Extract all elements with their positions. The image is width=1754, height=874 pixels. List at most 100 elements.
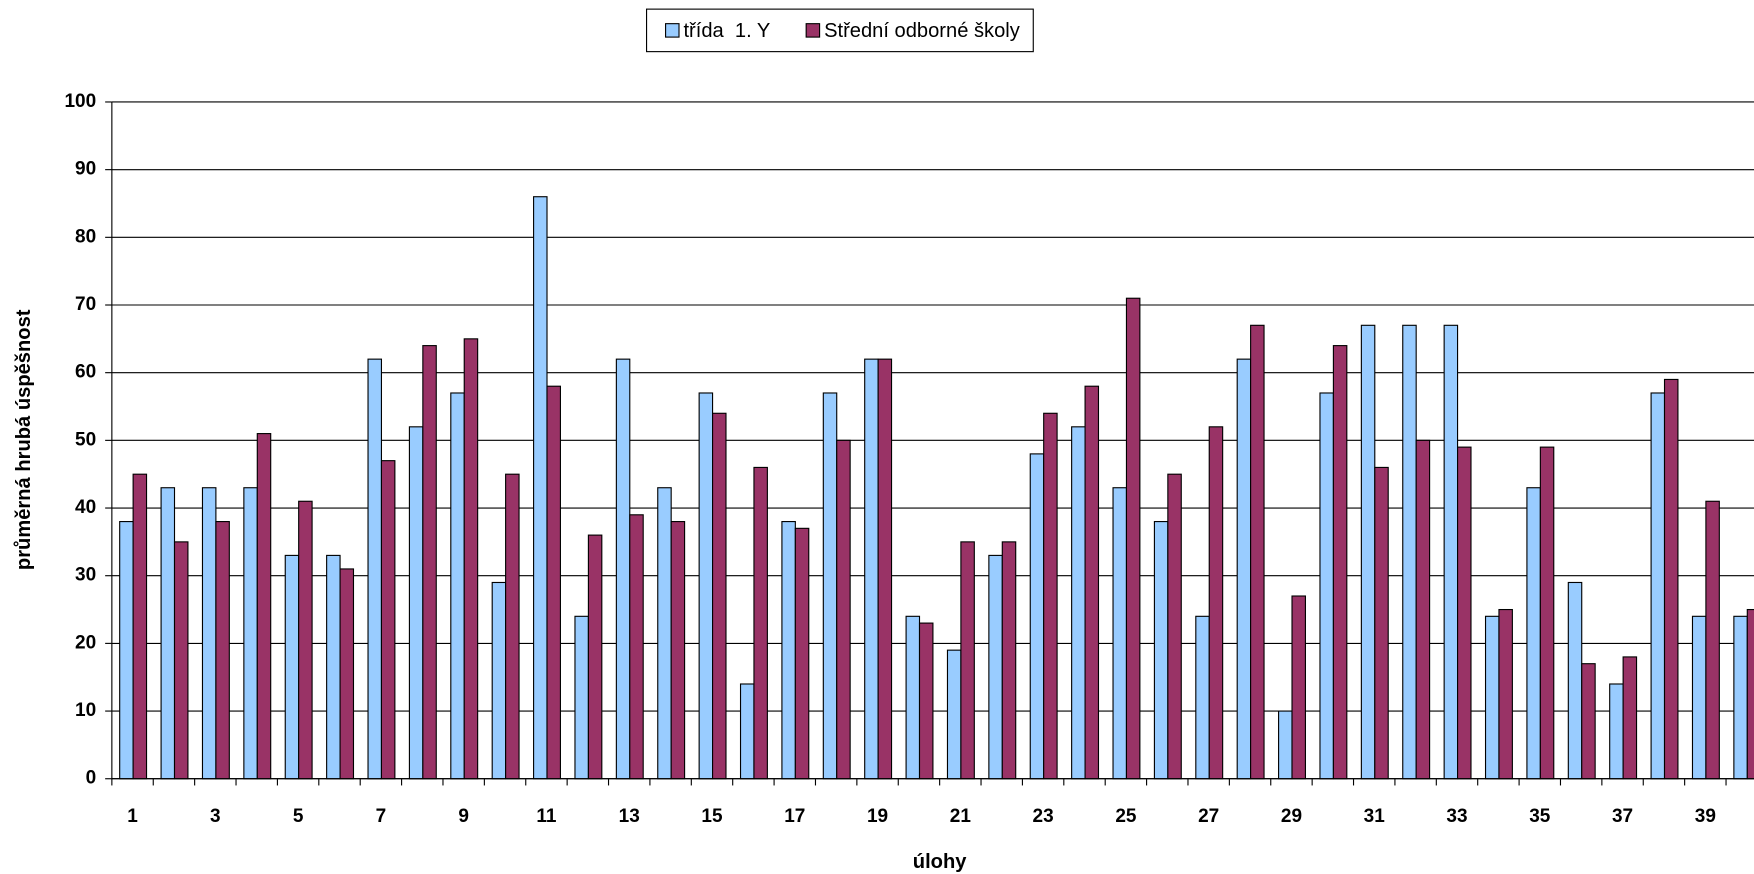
bar <box>629 514 644 780</box>
y-tick-label: 30 <box>75 565 96 586</box>
bar <box>1746 608 1754 780</box>
bar <box>1443 324 1459 780</box>
y-axis-title: průměrná hrubá úspěšnost <box>13 309 35 570</box>
bar <box>615 358 631 780</box>
y-tick-label: 80 <box>75 226 96 247</box>
x-tick-label: 3 <box>210 806 221 827</box>
bar <box>1567 581 1583 780</box>
bar <box>422 345 437 780</box>
legend-label: třída 1. Y <box>683 20 770 42</box>
x-tick-label: 5 <box>293 806 304 827</box>
bar <box>298 500 313 780</box>
bar <box>712 412 727 780</box>
bar <box>1029 453 1045 780</box>
bar <box>587 534 603 780</box>
bar <box>1125 297 1141 780</box>
bar <box>657 487 672 780</box>
bar <box>339 568 355 780</box>
bar <box>836 439 851 780</box>
bar <box>1402 324 1417 780</box>
x-tick-label: 23 <box>1033 806 1054 827</box>
x-tick-label: 1 <box>127 806 138 827</box>
bar <box>1705 500 1720 780</box>
bar <box>574 615 589 780</box>
legend-box <box>646 8 1034 53</box>
bar <box>1498 608 1513 780</box>
y-tick-label: 0 <box>86 768 97 789</box>
y-tick-label: 10 <box>75 700 96 721</box>
bar <box>1250 324 1265 780</box>
bar <box>173 541 189 780</box>
bar <box>215 521 230 780</box>
bar <box>864 358 879 780</box>
x-tick-label: 7 <box>376 806 387 827</box>
bar <box>380 460 396 780</box>
x-tick-label: 25 <box>1115 806 1137 827</box>
bar <box>1319 392 1334 780</box>
bar <box>326 554 341 780</box>
bar <box>1526 487 1541 780</box>
bar <box>256 433 272 780</box>
x-tick-label: 17 <box>784 806 805 827</box>
bar <box>284 554 300 780</box>
bar <box>201 487 217 780</box>
x-tick-label: 37 <box>1612 806 1633 827</box>
legend: třída 1. Y Střední odborné školy <box>646 8 1034 53</box>
x-tick-label: 13 <box>619 806 640 827</box>
bar <box>1622 656 1638 780</box>
bar <box>1691 615 1707 780</box>
legend-swatch <box>805 23 821 38</box>
x-tick-label: 9 <box>458 806 469 827</box>
bar <box>1071 426 1086 780</box>
bar <box>1291 595 1306 780</box>
x-tick-label: 29 <box>1281 806 1302 827</box>
bar <box>1001 541 1017 780</box>
legend-label: Střední odborné školy <box>824 20 1021 42</box>
bar <box>1208 426 1224 780</box>
x-tick-label: 27 <box>1198 806 1219 827</box>
bar <box>781 521 796 780</box>
x-tick-label: 19 <box>867 806 888 827</box>
bar <box>670 521 686 780</box>
bar <box>918 622 934 780</box>
y-tick-label: 50 <box>75 429 96 450</box>
y-tick-label: 60 <box>75 362 96 383</box>
x-tick-label: 33 <box>1446 806 1467 827</box>
bar <box>1457 446 1472 780</box>
bar <box>739 683 755 780</box>
bar <box>1195 615 1210 780</box>
bar <box>132 473 148 780</box>
bar <box>905 615 921 780</box>
bar <box>491 581 507 780</box>
bar <box>1084 385 1100 780</box>
x-tick-label: 11 <box>536 806 557 827</box>
bar <box>533 196 548 780</box>
bar <box>794 527 810 780</box>
bar <box>160 487 176 780</box>
bar <box>450 392 465 780</box>
bar <box>1153 521 1169 780</box>
bar <box>1484 615 1500 780</box>
bar <box>1581 663 1596 780</box>
y-tick-label: 100 <box>64 91 96 112</box>
x-tick-label: 39 <box>1695 806 1716 827</box>
y-tick-label: 70 <box>75 294 96 315</box>
bar <box>1112 487 1128 780</box>
bar <box>1374 466 1389 780</box>
bar <box>546 385 561 780</box>
bar <box>1043 412 1058 780</box>
x-tick-label: 21 <box>950 806 972 827</box>
bar <box>1415 439 1431 780</box>
bar <box>243 487 258 780</box>
bar <box>1663 378 1679 780</box>
bar <box>698 392 714 780</box>
x-tick-label: 35 <box>1529 806 1551 827</box>
x-tick-label: 15 <box>701 806 723 827</box>
bar <box>1236 358 1252 780</box>
y-tick-label: 20 <box>75 632 96 653</box>
bar <box>1609 683 1624 780</box>
bar <box>1167 473 1182 780</box>
legend-swatch <box>665 23 680 38</box>
bar <box>960 541 975 780</box>
